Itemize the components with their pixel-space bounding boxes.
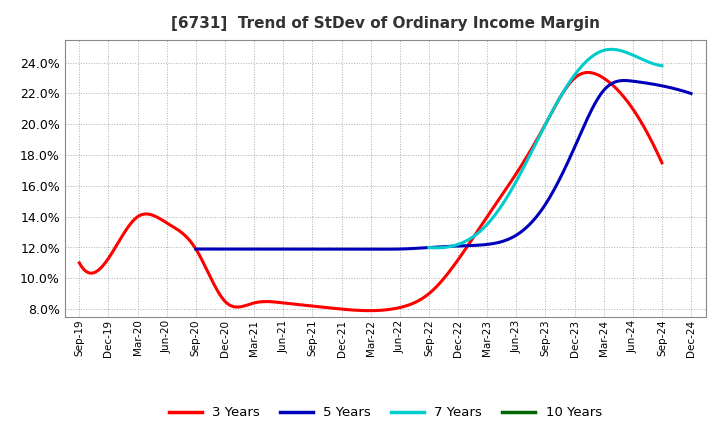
Title: [6731]  Trend of StDev of Ordinary Income Margin: [6731] Trend of StDev of Ordinary Income…	[171, 16, 600, 32]
Legend: 3 Years, 5 Years, 7 Years, 10 Years: 3 Years, 5 Years, 7 Years, 10 Years	[163, 401, 607, 425]
